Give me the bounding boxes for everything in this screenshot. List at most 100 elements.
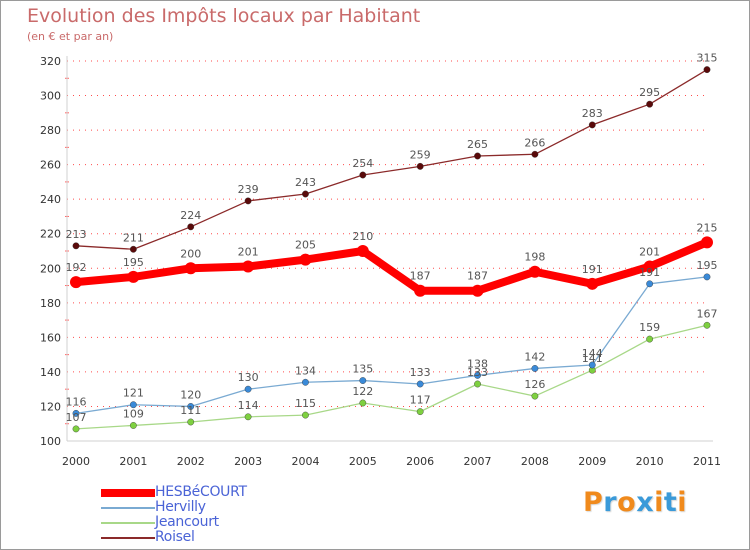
data-label: 107: [66, 411, 87, 424]
data-point: [474, 152, 481, 160]
y-tick-label: 280: [40, 124, 61, 137]
data-point: [129, 245, 137, 253]
x-tick-label: 2006: [406, 455, 434, 468]
data-point: [184, 262, 197, 275]
y-tick-label: 320: [40, 55, 61, 68]
data-label: 187: [467, 270, 488, 283]
data-label: 265: [467, 138, 488, 151]
y-tick-label: 140: [40, 366, 61, 379]
data-label: 115: [295, 397, 316, 410]
data-point: [302, 378, 309, 386]
y-tick-label: 120: [40, 400, 61, 413]
data-label: 266: [524, 136, 545, 149]
data-point: [646, 335, 654, 343]
data-label: 167: [697, 307, 718, 320]
x-tick-label: 2010: [636, 455, 664, 468]
y-tick-label: 260: [40, 159, 61, 172]
legend-swatch: [101, 537, 155, 539]
data-label: 142: [524, 350, 545, 363]
data-label: 191: [582, 263, 603, 276]
data-point: [244, 197, 252, 205]
legend-label: HESBéCOURT: [155, 484, 247, 500]
data-point: [302, 411, 309, 419]
data-label: 138: [467, 357, 488, 370]
x-tick-label: 2000: [62, 455, 90, 468]
data-label: 259: [410, 148, 431, 161]
series-line: [72, 238, 711, 295]
logo-letter: i: [677, 487, 688, 518]
x-tick-label: 2007: [464, 455, 492, 468]
x-tick-label: 2005: [349, 455, 377, 468]
data-point: [474, 380, 481, 388]
chart-title: Evolution des Impôts locaux par Habitant: [27, 5, 421, 27]
series-line: [75, 68, 708, 250]
data-point: [359, 399, 367, 407]
data-label: 187: [410, 270, 431, 283]
legend-label: Hervilly: [155, 499, 206, 515]
data-point: [242, 260, 255, 273]
logo-letter: t: [663, 487, 678, 518]
x-tick-label: 2002: [177, 455, 205, 468]
data-point: [703, 273, 711, 281]
data-point: [72, 409, 80, 417]
data-label: 254: [352, 157, 373, 170]
legend-label: Jeancourt: [155, 514, 219, 530]
data-label: 116: [66, 395, 87, 408]
legend-swatch: [101, 522, 155, 524]
data-label: 224: [180, 209, 201, 222]
data-label: 122: [352, 385, 373, 398]
data-point: [244, 385, 252, 393]
x-tick-label: 2001: [119, 455, 147, 468]
data-label: 121: [123, 387, 144, 400]
data-point: [588, 121, 596, 129]
legend-swatch: [101, 489, 155, 497]
logo-letter: o: [617, 487, 637, 518]
data-point: [416, 162, 424, 170]
data-label: 135: [352, 363, 373, 376]
data-label: 283: [582, 107, 603, 120]
data-point: [70, 276, 82, 289]
data-label: 114: [238, 399, 259, 412]
y-tick-label: 240: [40, 193, 61, 206]
data-point: [646, 280, 654, 288]
data-point: [643, 260, 656, 273]
data-point: [302, 190, 309, 198]
data-point: [703, 321, 711, 329]
data-point: [588, 361, 596, 369]
data-point: [703, 66, 711, 74]
data-point: [187, 403, 195, 410]
y-tick-label: 220: [40, 228, 61, 241]
data-point: [646, 100, 654, 108]
data-point: [416, 408, 424, 416]
proxiti-logo: Proxiti: [583, 487, 687, 518]
data-point: [359, 171, 367, 179]
data-label: 109: [123, 407, 144, 420]
logo-letter: x: [636, 487, 655, 518]
data-point: [299, 253, 312, 266]
data-point: [356, 245, 369, 257]
data-point: [187, 418, 195, 426]
data-label: 198: [524, 251, 545, 264]
data-point: [471, 284, 484, 297]
x-tick-label: 2009: [578, 455, 606, 468]
data-point: [474, 371, 481, 379]
data-label: 201: [639, 246, 660, 259]
data-point: [129, 401, 137, 409]
y-tick-label: 180: [40, 297, 61, 310]
data-label: 295: [639, 86, 660, 99]
data-label: 120: [180, 388, 201, 401]
logo-letter: r: [603, 487, 618, 518]
x-tick-label: 2004: [291, 455, 319, 468]
chart-subtitle: (en € et par an): [27, 30, 114, 43]
series-line: [75, 324, 708, 430]
y-tick-label: 200: [40, 262, 61, 275]
data-point: [129, 422, 137, 429]
data-point: [359, 377, 367, 384]
data-label: 192: [66, 261, 87, 274]
logo-letter: i: [654, 487, 664, 518]
data-point: [414, 284, 427, 297]
data-label: 205: [295, 239, 316, 252]
y-tick-label: 300: [40, 90, 61, 103]
data-point: [72, 242, 80, 250]
data-label: 195: [697, 259, 718, 272]
